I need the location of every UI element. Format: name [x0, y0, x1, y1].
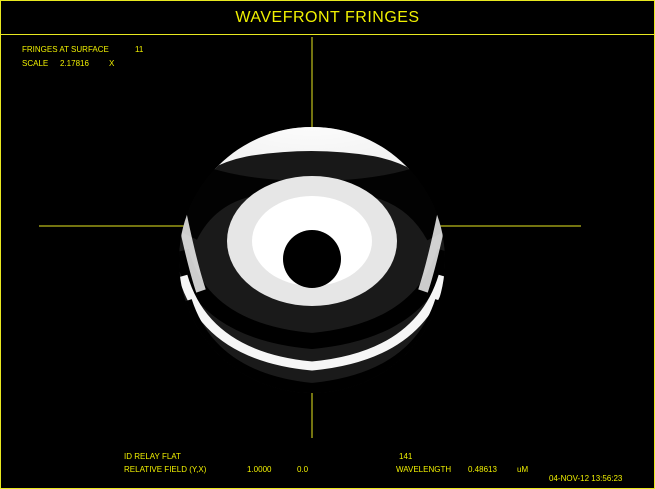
- system-number: 141: [399, 452, 413, 461]
- central-obscuration: [283, 230, 341, 288]
- fringes-label: FRINGES AT SURFACE: [22, 45, 109, 54]
- scale-label: SCALE: [22, 59, 49, 68]
- relative-field-label: RELATIVE FIELD (Y,X): [124, 465, 207, 474]
- system-name: ID RELAY FLAT: [124, 452, 181, 461]
- relative-field-x: 0.0: [297, 465, 309, 474]
- scale-value: 2.17816: [60, 59, 89, 68]
- timestamp: 04-NOV-12 13:56:23: [549, 474, 623, 483]
- wavelength-unit: uM: [517, 465, 529, 474]
- scale-unit: X: [109, 59, 115, 68]
- fringes-value: 11: [135, 45, 144, 54]
- wavelength-value: 0.48613: [468, 465, 497, 474]
- window-title: WAVEFRONT FRINGES: [235, 8, 420, 26]
- wavelength-label: WAVELENGTH: [396, 465, 452, 474]
- title-bar: WAVEFRONT FRINGES: [1, 1, 654, 35]
- relative-field-y: 1.0000: [247, 465, 272, 474]
